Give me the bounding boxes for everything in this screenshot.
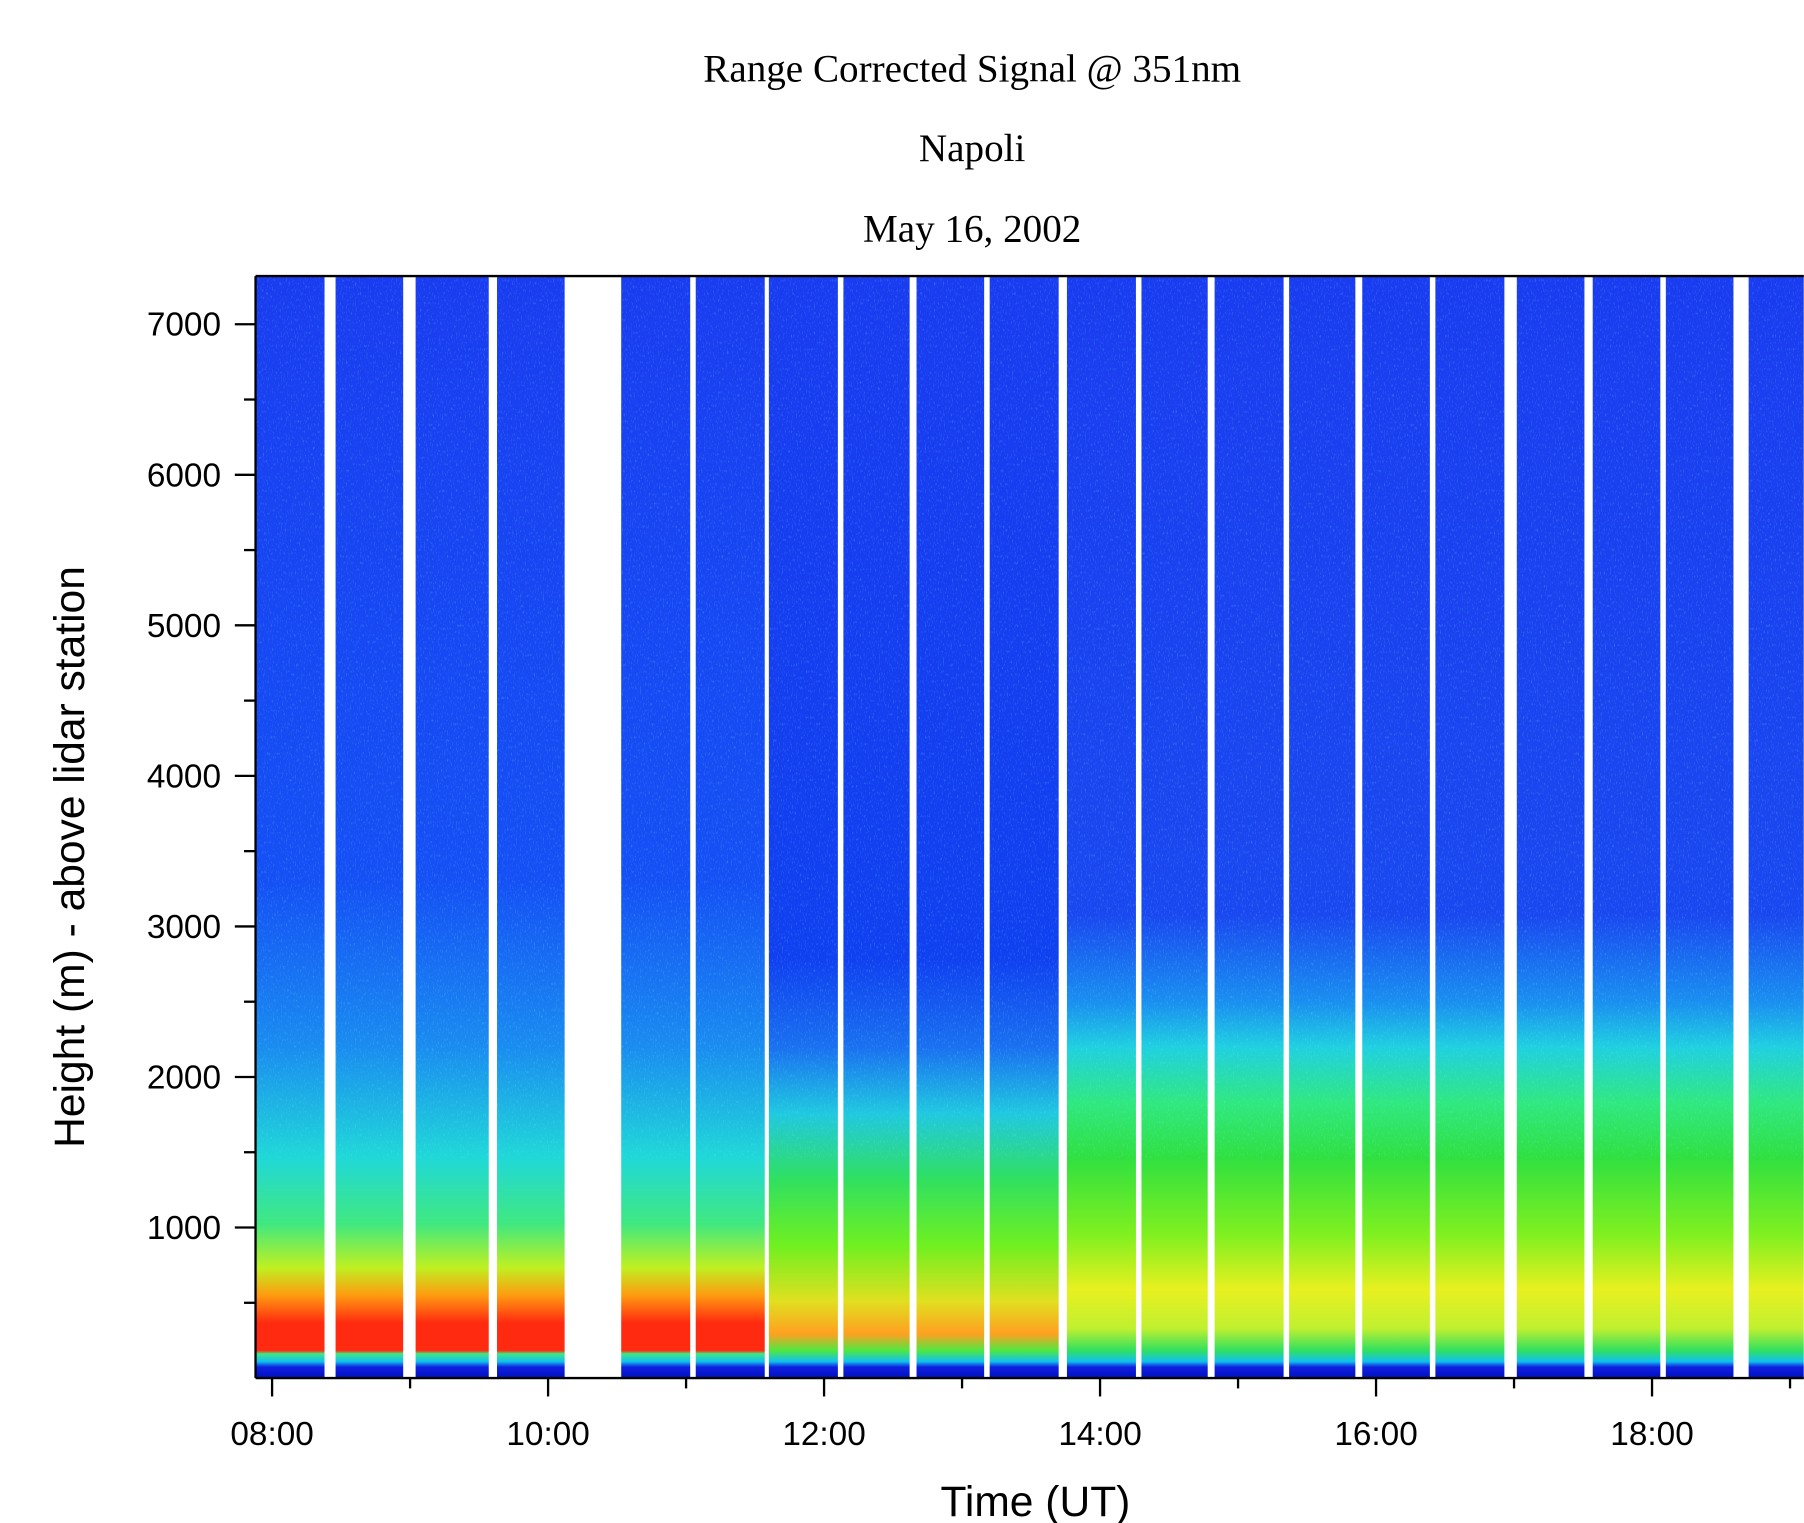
axes: 1000 2000 3000 4000 5000 6000 7000 08:00 10:00 12… bbox=[147, 274, 1804, 1453]
chart-date: May 16, 2002 bbox=[863, 208, 1081, 251]
y-axis-title: Height (m) - above lidar station bbox=[46, 566, 94, 1148]
y-tick-label: 3000 bbox=[147, 909, 221, 946]
x-tick-label: 12:00 bbox=[782, 1416, 865, 1453]
profile-noise bbox=[497, 276, 565, 1158]
y-tick-label: 4000 bbox=[147, 758, 221, 795]
profile-noise bbox=[1665, 276, 1734, 1158]
x-tick-label: 18:00 bbox=[1610, 1416, 1693, 1453]
profile-noise bbox=[1748, 276, 1804, 1158]
profile-noise bbox=[1435, 276, 1505, 1158]
profile-noise bbox=[768, 276, 838, 1158]
x-tick-label: 16:00 bbox=[1334, 1416, 1417, 1453]
y-tick-label: 6000 bbox=[147, 457, 221, 494]
profile-noise bbox=[843, 276, 910, 1158]
chart-subtitle: Napoli bbox=[919, 127, 1026, 170]
profile-noise bbox=[335, 276, 404, 1158]
y-tick-label: 1000 bbox=[147, 1210, 221, 1247]
profile-noise bbox=[415, 276, 489, 1158]
y-tick-label: 7000 bbox=[147, 307, 221, 344]
x-axis-title: Time (UT) bbox=[941, 1478, 1131, 1523]
profile-noise bbox=[621, 276, 691, 1158]
profile-noise bbox=[1141, 276, 1208, 1158]
x-tick-label: 08:00 bbox=[230, 1416, 313, 1453]
x-tick-label: 10:00 bbox=[506, 1416, 589, 1453]
profile-noise bbox=[989, 276, 1059, 1158]
y-tick-label: 2000 bbox=[147, 1059, 221, 1096]
profile-noise bbox=[1592, 276, 1661, 1158]
chart-title: Range Corrected Signal @ 351nm bbox=[703, 48, 1241, 91]
y-tick-label: 5000 bbox=[147, 608, 221, 645]
x-tick-label: 14:00 bbox=[1058, 1416, 1141, 1453]
profile-noise bbox=[1066, 276, 1136, 1158]
profile-noise bbox=[695, 276, 765, 1158]
profile-noise bbox=[1362, 276, 1430, 1158]
profile-noise bbox=[1214, 276, 1284, 1158]
profile-noise bbox=[255, 276, 325, 1158]
profile-noise bbox=[1516, 276, 1585, 1158]
profile-noise bbox=[1289, 276, 1356, 1158]
plot-area bbox=[255, 276, 1804, 1379]
profile-noise bbox=[916, 276, 985, 1158]
